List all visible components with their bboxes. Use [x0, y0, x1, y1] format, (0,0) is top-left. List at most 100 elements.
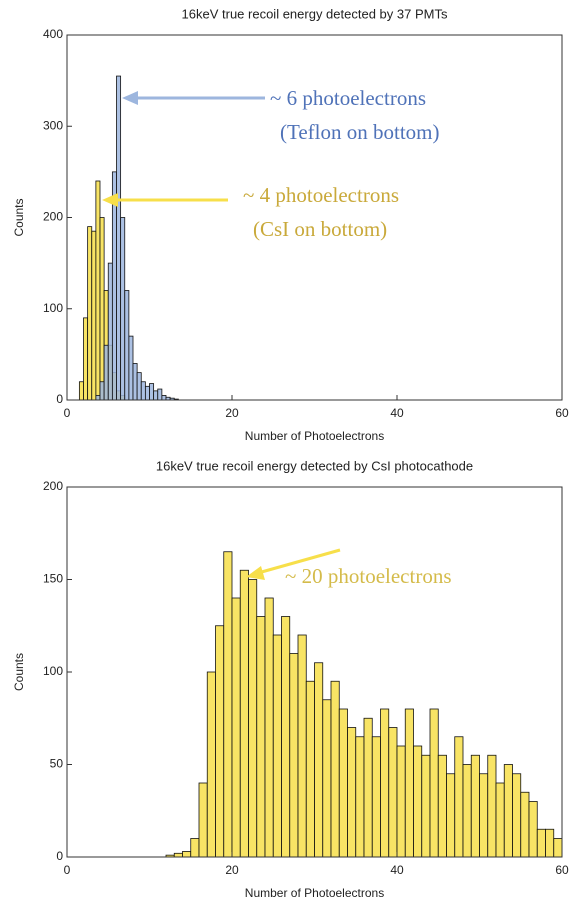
histogram-bar [553, 838, 563, 858]
histogram-bar [363, 717, 373, 858]
histogram-bar [153, 390, 159, 401]
x-tick-label: 0 [64, 406, 71, 420]
histogram-bar [83, 317, 89, 401]
histogram-bar [215, 625, 225, 858]
histogram-bar [140, 381, 146, 401]
histogram-bar [107, 262, 113, 401]
histogram-bar [470, 754, 480, 858]
histogram-bar [338, 708, 348, 858]
x-tick-label: 20 [225, 406, 239, 420]
y-tick-label: 300 [43, 118, 63, 132]
y-tick-label: 100 [43, 301, 63, 315]
histogram-bar [371, 736, 381, 858]
x-tick-label: 60 [555, 406, 569, 420]
annotation-arrows [102, 91, 341, 580]
histogram-bar [380, 708, 390, 858]
histogram-bar [429, 708, 439, 858]
y-tick-label: 50 [50, 757, 64, 771]
histogram-bar [91, 230, 97, 401]
annotation: ~ 20 photoelectrons [285, 564, 452, 588]
arrow [257, 548, 341, 575]
y-tick-label: 200 [43, 479, 63, 493]
histogram-bar [545, 828, 555, 858]
annotation: (Teflon on bottom) [280, 120, 440, 144]
histogram-bar [388, 727, 398, 858]
y-tick-label: 0 [56, 849, 63, 863]
histogram-bar [87, 226, 93, 401]
x-tick-label: 60 [555, 863, 569, 877]
histogram-bar [111, 171, 117, 401]
histogram-bar [124, 290, 130, 401]
histogram-bar [446, 773, 456, 858]
histogram-bar [396, 745, 406, 858]
x-tick-label: 20 [225, 863, 239, 877]
histogram-bar [157, 388, 163, 401]
histogram-bar [136, 372, 142, 401]
histogram-bar [503, 764, 513, 858]
annotation: ~ 4 photoelectrons [243, 183, 399, 207]
annotation: (CsI on bottom) [253, 217, 387, 241]
x-tick-label: 40 [390, 863, 404, 877]
histogram-bar [520, 791, 530, 858]
histogram-bar [99, 217, 105, 401]
histogram-bar [231, 597, 241, 858]
histogram-bar [95, 395, 101, 401]
histogram-bar [161, 395, 167, 401]
histogram-bar [305, 680, 315, 858]
histogram-bar [144, 385, 150, 401]
histogram-bar [487, 754, 497, 858]
histogram-bar [116, 75, 122, 401]
histogram-bar [95, 180, 101, 401]
histogram-bar [413, 745, 423, 858]
histogram-bar [120, 217, 126, 401]
histogram-bar [454, 736, 464, 858]
y-tick-label: 150 [43, 572, 63, 586]
histogram-bar [248, 579, 258, 858]
y-tick-label: 100 [43, 664, 63, 678]
arrow-head [246, 566, 265, 580]
histogram-bar [78, 381, 84, 401]
histogram-bar [264, 597, 274, 858]
histogram-bar [272, 634, 282, 858]
histogram-bar [404, 708, 414, 858]
histogram-bar [289, 653, 299, 858]
histogram-bar [528, 801, 538, 858]
y-axis-label: Counts [12, 653, 26, 691]
histogram-bar [149, 383, 155, 401]
histogram-bar [495, 782, 505, 858]
histogram-bar [479, 773, 489, 858]
histogram-bar [206, 671, 216, 858]
histogram-bar [190, 838, 200, 858]
histogram-bar [437, 754, 447, 858]
histogram-bar [462, 764, 472, 858]
histogram-bar [103, 344, 109, 401]
x-axis-label: Number of Photoelectrons [245, 886, 384, 898]
histogram-bar [297, 634, 307, 858]
chart-title: 16keV true recoil energy detected by CsI… [156, 458, 473, 473]
histogram-bar [330, 680, 340, 858]
histogram-bar [322, 699, 332, 858]
histogram-bar [99, 381, 105, 401]
histogram-bar [256, 616, 266, 858]
histogram-bar [132, 363, 138, 401]
histogram-bar [355, 736, 365, 858]
histogram-bar [536, 828, 546, 858]
y-tick-label: 0 [56, 392, 63, 406]
x-tick-label: 40 [390, 406, 404, 420]
histogram-bar [239, 569, 249, 858]
x-axis-label: Number of Photoelectrons [245, 429, 384, 443]
histogram-bar [128, 335, 134, 401]
x-tick-label: 0 [64, 863, 71, 877]
histogram-bar [182, 851, 192, 858]
arrow-head [102, 193, 118, 207]
chart-title: 16keV true recoil energy detected by 37 … [182, 6, 448, 21]
histogram-bar [281, 616, 291, 858]
histogram-bar [512, 773, 522, 858]
y-tick-label: 400 [43, 27, 63, 41]
arrow-head [122, 91, 138, 105]
histogram-bar [198, 782, 208, 858]
histogram-bar [347, 727, 357, 858]
histogram-bar [421, 754, 431, 858]
